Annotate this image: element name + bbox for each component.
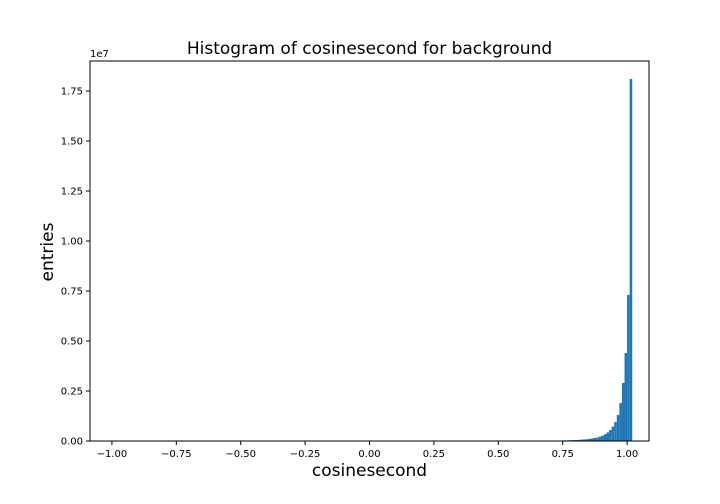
- y-tick-label: 1.25: [61, 187, 83, 198]
- y-tick-label: 0.25: [61, 387, 83, 398]
- x-tick-label: −0.50: [225, 449, 256, 460]
- x-tick-label: 0.75: [552, 449, 574, 460]
- histogram-bar: [609, 430, 612, 441]
- histogram-bar: [585, 439, 589, 441]
- x-tick-label: 0.50: [487, 449, 509, 460]
- x-tick-label: 1.00: [616, 449, 638, 460]
- y-axis-label: entries: [38, 222, 58, 281]
- histogram-bar: [588, 438, 592, 441]
- x-axis-ticks: −1.00 −0.75 −0.50 −0.25 0.00 0.25 0.50 0.75 1.00: [97, 441, 638, 460]
- histogram-bar: [621, 383, 625, 441]
- histogram-bar: [606, 432, 610, 441]
- x-tick-label: 0.00: [358, 449, 380, 460]
- histogram-bar: [593, 438, 597, 441]
- histogram-bars: [562, 79, 633, 441]
- x-tick-label: −1.00: [97, 449, 128, 460]
- y-tick-label: 1.00: [61, 237, 83, 248]
- histogram-bar: [614, 422, 617, 441]
- histogram-bar: [619, 403, 622, 441]
- histogram-bar: [629, 79, 633, 441]
- histogram-bar: [616, 415, 620, 441]
- x-tick-label: 0.25: [423, 449, 445, 460]
- y-tick-label: 0.50: [61, 337, 83, 348]
- histogram-bar: [591, 438, 594, 441]
- y-axis-ticks: 0.00 0.25 0.50 0.75 1.00 1.25 1.50 1.75: [61, 87, 90, 448]
- y-tick-label: 1.50: [61, 137, 83, 148]
- histogram-bar: [603, 434, 607, 441]
- histogram-bar: [627, 295, 630, 441]
- y-tick-label: 0.75: [61, 287, 83, 298]
- x-axis-label: cosinesecond: [312, 461, 427, 481]
- y-axis-offset-text: 1e7: [90, 49, 109, 60]
- x-tick-label: −0.75: [161, 449, 192, 460]
- y-tick-label: 1.75: [61, 87, 83, 98]
- y-tick-label: 0.00: [61, 437, 83, 448]
- histogram-bar: [601, 435, 604, 441]
- histogram-bar: [596, 437, 599, 441]
- histogram-bar: [580, 439, 584, 441]
- histogram-bar: [598, 436, 602, 441]
- histogram-bar: [611, 426, 615, 441]
- histogram-bar: [624, 353, 628, 441]
- chart-title: Histogram of cosinesecond for background: [187, 39, 552, 59]
- x-tick-label: −0.25: [290, 449, 321, 460]
- histogram-bar: [578, 439, 581, 441]
- histogram-bar: [583, 439, 586, 441]
